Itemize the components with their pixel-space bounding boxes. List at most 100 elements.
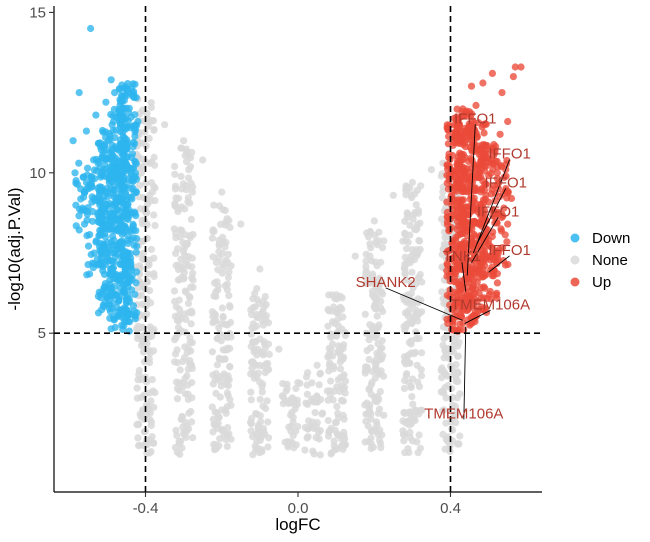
data-point (255, 425, 263, 433)
data-point (252, 410, 260, 418)
data-point (148, 376, 156, 384)
data-point (109, 290, 117, 298)
data-point (111, 89, 119, 97)
data-point (82, 178, 90, 186)
data-point (454, 183, 463, 191)
data-point (413, 186, 422, 194)
data-point (171, 199, 179, 208)
data-point (371, 292, 379, 301)
data-point (199, 156, 207, 164)
gene-label: SHANK2 (356, 274, 416, 291)
data-point (318, 410, 326, 418)
data-point (108, 162, 116, 171)
data-point (370, 217, 378, 225)
data-point (452, 377, 460, 385)
data-point (108, 141, 116, 149)
data-point (146, 349, 154, 357)
data-point (485, 172, 493, 180)
data-point (186, 199, 194, 207)
data-point (212, 389, 220, 397)
data-point (371, 305, 379, 313)
data-point (414, 206, 422, 214)
data-point (123, 160, 131, 169)
data-point (185, 293, 193, 301)
data-point (339, 397, 347, 405)
data-point (418, 349, 426, 357)
data-point (214, 286, 222, 294)
data-point (124, 283, 132, 291)
gene-label: TMEM106A (451, 296, 530, 313)
data-point (249, 338, 257, 346)
data-point (180, 430, 188, 438)
data-point (427, 166, 435, 174)
data-point (330, 437, 338, 445)
data-point (181, 260, 189, 268)
data-point (134, 117, 142, 126)
data-point (141, 128, 149, 136)
data-point (215, 324, 223, 332)
data-point (473, 133, 481, 141)
data-point (408, 178, 416, 186)
data-point (176, 366, 184, 374)
data-point (372, 363, 380, 371)
data-point (187, 215, 195, 223)
data-point (504, 117, 512, 126)
legend-entry-up: Up (570, 274, 611, 291)
data-point (380, 372, 388, 380)
data-point (252, 322, 261, 330)
data-point (490, 252, 498, 260)
data-point (380, 237, 388, 245)
data-point (258, 431, 266, 439)
data-point (69, 137, 77, 145)
data-point (333, 430, 341, 438)
data-point (142, 302, 150, 310)
data-point (448, 425, 456, 433)
data-point (407, 340, 415, 348)
data-point (181, 287, 189, 295)
data-point (401, 376, 409, 385)
data-point (77, 185, 85, 193)
data-point (87, 24, 95, 33)
data-point (137, 155, 145, 163)
data-point (128, 266, 136, 274)
data-point (445, 226, 454, 234)
data-point (225, 292, 233, 300)
data-point (309, 418, 317, 426)
data-point (440, 406, 448, 414)
data-point (129, 302, 137, 310)
data-point (100, 270, 109, 278)
data-point (173, 395, 182, 403)
data-point (149, 387, 157, 395)
data-point (144, 270, 152, 278)
data-point (493, 294, 501, 302)
data-point (367, 244, 375, 252)
legend-swatch (570, 277, 580, 287)
data-point (409, 284, 417, 292)
points-layer (69, 24, 525, 459)
data-point (212, 420, 221, 428)
data-point (181, 328, 189, 336)
data-point (122, 190, 130, 198)
data-point (112, 126, 120, 134)
data-point (265, 350, 273, 358)
gene-annotation: TMEM106A (451, 296, 530, 324)
data-point (256, 335, 264, 343)
data-point (331, 419, 340, 427)
data-point (151, 221, 159, 230)
data-point (438, 288, 446, 296)
data-point (88, 198, 96, 206)
data-point (315, 381, 323, 389)
data-point (488, 69, 496, 77)
legend: Down None Up (570, 230, 630, 291)
data-point (254, 369, 262, 377)
data-point (457, 283, 465, 291)
data-point (214, 266, 222, 274)
data-point (442, 351, 450, 359)
data-point (446, 442, 454, 450)
data-point (328, 340, 337, 348)
data-point (493, 175, 501, 183)
data-point (477, 259, 486, 267)
data-point (336, 365, 345, 373)
data-point (341, 435, 349, 443)
data-point (140, 217, 149, 225)
